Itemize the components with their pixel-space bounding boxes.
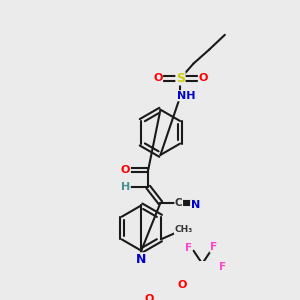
Text: N: N (190, 200, 200, 210)
Text: O: O (121, 165, 130, 175)
Text: S: S (176, 72, 185, 85)
Text: CH₃: CH₃ (174, 225, 193, 234)
Text: F: F (210, 242, 217, 252)
Text: O: O (178, 280, 187, 290)
Text: NH: NH (177, 91, 196, 101)
Text: O: O (198, 73, 208, 83)
Text: N: N (136, 253, 146, 266)
Text: O: O (144, 294, 154, 300)
Text: F: F (219, 262, 226, 272)
Text: F: F (185, 243, 192, 253)
Text: O: O (153, 73, 163, 83)
Text: H: H (121, 182, 130, 192)
Text: C: C (175, 198, 182, 208)
